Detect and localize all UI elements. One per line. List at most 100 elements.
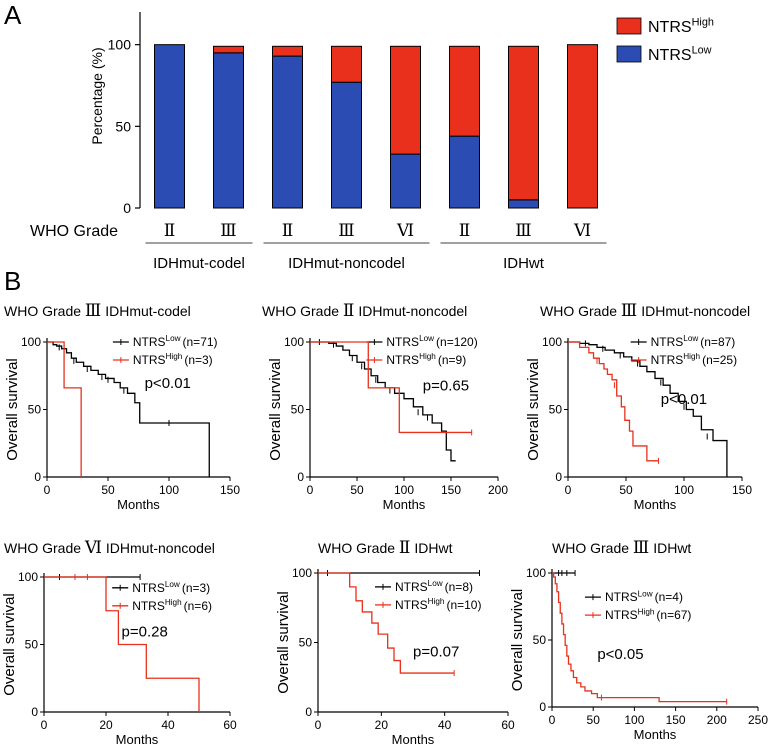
who-grade-label: WHO Grade — [30, 223, 118, 240]
km-xlabel: Months — [392, 732, 435, 746]
p-value: p<0.01 — [661, 391, 707, 408]
y-tick-label: 50 — [549, 403, 563, 417]
km-legend-label-base: NTRS — [605, 590, 638, 604]
km-legend-label: NTRSHigh (n=6) — [132, 598, 212, 613]
y-tick-label: 0 — [297, 470, 304, 484]
km-legend-label-base: NTRS — [133, 335, 166, 349]
km-legend-label-count: (n=3) — [184, 353, 212, 367]
km-legend-label-base: NTRS — [132, 599, 165, 613]
x-tick-label: 100 — [159, 483, 179, 497]
bar-ntrs-low — [213, 52, 244, 209]
km-plot-1: WHO Grade Ⅲ IDHmut-codel 0 50 100 0 50 100 150 M… — [4, 301, 240, 512]
grade-label: Ⅱ — [282, 221, 294, 240]
km-title-group: IDHmut-noncodel — [354, 303, 467, 319]
km-legend-label-base: NTRS — [386, 353, 419, 367]
km-legend-label: NTRSHigh (n=10) — [395, 597, 481, 612]
km-legend-label: NTRSLow (n=4) — [605, 589, 683, 604]
y-tick-label: 100 — [284, 335, 304, 349]
x-tick-label: 250 — [748, 713, 768, 727]
x-tick-label: 0 — [315, 718, 322, 732]
y-tick-label: 50 — [28, 403, 42, 417]
y-tick-label: 100 — [526, 566, 546, 580]
x-tick-label: 0 — [41, 718, 48, 732]
x-tick-label: 150 — [220, 483, 240, 497]
km-legend-label-sup: Low — [419, 334, 434, 343]
bar-ntrs-low — [508, 199, 539, 209]
km-legend-label-count: (n=71) — [183, 335, 218, 349]
km-title: WHO Grade Ⅲ IDHmut-codel — [4, 301, 191, 320]
km-curve-ntrs-high — [310, 341, 472, 434]
grade-label: Ⅲ — [220, 221, 236, 240]
x-tick-label: 0 — [565, 483, 572, 497]
km-legend-label-base: NTRS — [605, 608, 638, 622]
km-legend-label-base: NTRS — [133, 353, 166, 367]
x-tick-label: 0 — [44, 483, 51, 497]
y-tick-label: 0 — [555, 470, 562, 484]
km-legend-label: NTRSHigh (n=67) — [605, 607, 691, 622]
km-title-group: IDHmut-noncodel — [102, 540, 215, 556]
y-tick-label: 50 — [299, 636, 313, 650]
x-tick-label: 60 — [501, 718, 515, 732]
km-title: WHO Grade Ⅲ IDHmut-noncodel — [540, 301, 750, 320]
km-title: WHO Grade Ⅵ IDHmut-noncodel — [4, 538, 215, 557]
p-value: p=0.07 — [413, 643, 459, 660]
km-title-prefix: WHO Grade — [4, 303, 85, 319]
bar-ntrs-low — [154, 44, 185, 209]
grade-label: Ⅵ — [396, 221, 414, 240]
x-tick-label: 200 — [707, 713, 727, 727]
km-title-group: IDHmut-codel — [101, 303, 190, 319]
y-tick-label: 0 — [539, 700, 546, 714]
km-legend-label: NTRSLow (n=120) — [386, 334, 477, 349]
km-curve-ntrs-low — [568, 341, 728, 477]
km-title: WHO Grade Ⅲ IDHwt — [552, 538, 691, 557]
km-title-group: IDHwt — [410, 540, 452, 556]
km-xlabel: Months — [383, 497, 426, 512]
km-legend-label-base: NTRS — [651, 353, 684, 367]
bar-ntrs-high — [449, 45, 480, 137]
km-legend-label-sup: High — [638, 607, 655, 616]
bar-ntrs-high — [331, 45, 362, 83]
x-tick-label: 50 — [587, 713, 601, 727]
p-value: p<0.05 — [597, 646, 643, 663]
group-label: IDHwt — [503, 255, 545, 272]
bar-ntrs-high — [508, 45, 539, 201]
km-legend-label: NTRSHigh (n=9) — [386, 352, 466, 367]
panel-a-letter: A — [4, 0, 22, 30]
grade-label: Ⅱ — [164, 221, 176, 240]
group-label: IDHmut-codel — [153, 255, 245, 272]
x-tick-label: 20 — [375, 718, 389, 732]
y-tick-label: 100 — [108, 37, 132, 53]
km-title-group: IDHwt — [649, 540, 691, 556]
y-tick-label: 100 — [21, 335, 41, 349]
legend-label-sup: Low — [692, 45, 712, 57]
x-tick-label: 50 — [101, 483, 115, 497]
km-title-prefix: WHO Grade — [4, 540, 85, 556]
km-legend-label-sup: High — [428, 597, 445, 606]
p-value: p<0.01 — [145, 375, 191, 392]
km-title-prefix: WHO Grade — [262, 303, 343, 319]
km-legend-label-base: NTRS — [395, 580, 428, 594]
km-legend-label: NTRSHigh (n=3) — [133, 352, 213, 367]
x-tick-label: 40 — [438, 718, 452, 732]
km-ylabel: Overall survival — [525, 358, 542, 461]
panel-b-charts: WHO Grade Ⅲ IDHmut-codel 0 50 100 0 50 100 150 M… — [1, 301, 768, 746]
legend-label-base: NTRS — [648, 47, 692, 64]
km-legend-label-base: NTRS — [651, 335, 684, 349]
x-tick-label: 20 — [99, 718, 113, 732]
y-tick-label: 50 — [291, 403, 305, 417]
grade-label: Ⅱ — [459, 221, 471, 240]
km-title-prefix: WHO Grade — [318, 540, 399, 556]
km-plot-3: WHO Grade Ⅲ IDHmut-noncodel 0 50 100 0 50 100 1… — [525, 301, 752, 512]
km-legend-label-sup: High — [683, 352, 700, 361]
x-tick-label: 50 — [619, 483, 633, 497]
km-legend-label-sup: High — [165, 598, 182, 607]
km-legend-label: NTRSLow (n=8) — [395, 579, 473, 594]
km-curve-ntrs-high — [552, 572, 727, 703]
legend-swatch — [616, 17, 642, 35]
km-title-numeral: Ⅱ — [399, 538, 411, 557]
km-title-group: IDHmut-noncodel — [637, 303, 750, 319]
km-ylabel: Overall survival — [275, 591, 292, 694]
y-tick-label: 50 — [115, 118, 131, 134]
y-tick-label: 100 — [18, 570, 38, 584]
